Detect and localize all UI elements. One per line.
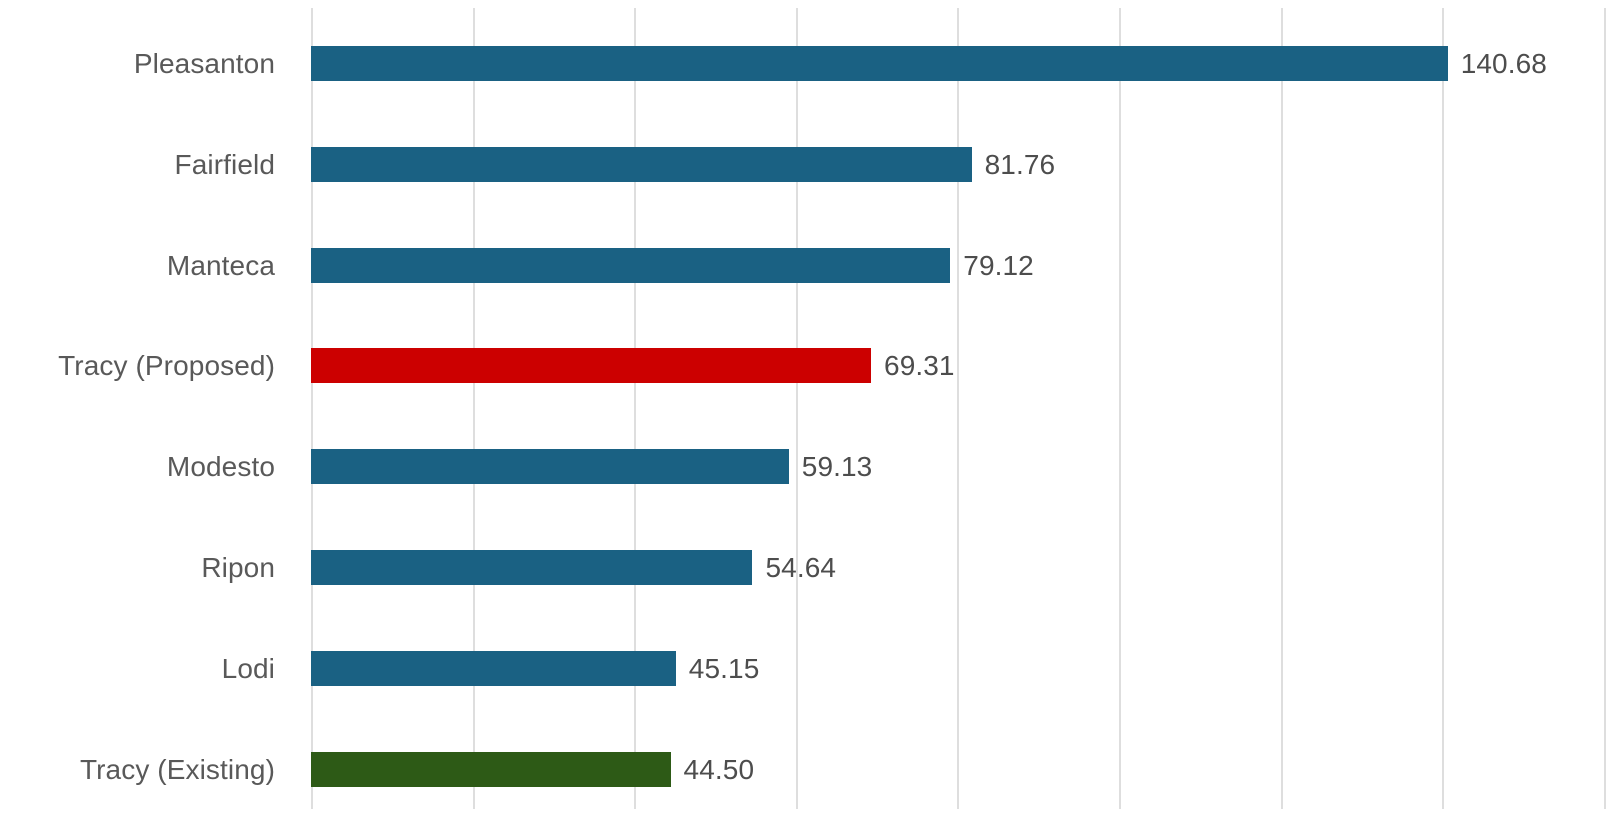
- plot-area: [311, 8, 1606, 809]
- category-label: Modesto: [166, 451, 275, 483]
- gridline-120: [1280, 8, 1283, 809]
- gridline-40: [634, 8, 637, 809]
- bar-row: Manteca 79.12: [0, 247, 1619, 283]
- category-label: Tracy (Existing): [79, 753, 275, 785]
- bar-value-label: 54.64: [765, 552, 837, 583]
- bar-row: Pleasanton 140.68: [0, 46, 1619, 81]
- bar-row: Modesto 59.13: [0, 449, 1619, 485]
- gridline-140: [1442, 8, 1445, 809]
- bar-value-label: 44.50: [683, 753, 755, 785]
- gridline-0: [311, 8, 313, 809]
- bar-lodi: [311, 650, 676, 686]
- category-label: Fairfield: [174, 148, 275, 180]
- bar-row: Tracy (Proposed) 69.31: [0, 348, 1619, 384]
- bar-row: Lodi 45.15: [0, 650, 1619, 686]
- bar-value-label: 140.68: [1460, 48, 1547, 79]
- category-label: Pleasanton: [133, 48, 275, 79]
- gridline-100: [1119, 8, 1121, 809]
- bar-row: Tracy (Existing) 44.50: [0, 751, 1619, 787]
- gridline-160: [1603, 8, 1606, 809]
- category-label: Lodi: [221, 652, 275, 684]
- bar-modesto: [311, 449, 789, 485]
- bar-value-label: 69.31: [884, 350, 955, 382]
- bar-pleasanton: [311, 46, 1448, 81]
- bar-manteca: [311, 247, 951, 283]
- category-label: Manteca: [166, 249, 275, 281]
- bar-tracy-proposed: [311, 348, 872, 384]
- gridline-60: [795, 8, 798, 809]
- gridline-20: [472, 8, 475, 809]
- category-label: Tracy (Proposed): [58, 350, 275, 382]
- bar-value-label: 79.12: [963, 249, 1034, 281]
- gridline-80: [957, 8, 960, 809]
- bar-value-label: 59.13: [801, 451, 873, 483]
- bar-fairfield: [311, 146, 972, 182]
- bar-value-label: 45.15: [688, 652, 760, 684]
- bar-value-label: 81.76: [984, 148, 1056, 180]
- bar-ripon: [311, 550, 753, 585]
- bar-row: Fairfield 81.76: [0, 146, 1619, 182]
- category-label: Ripon: [201, 552, 275, 583]
- bar-row: Ripon 54.64: [0, 550, 1619, 585]
- bar-tracy-existing: [311, 751, 671, 787]
